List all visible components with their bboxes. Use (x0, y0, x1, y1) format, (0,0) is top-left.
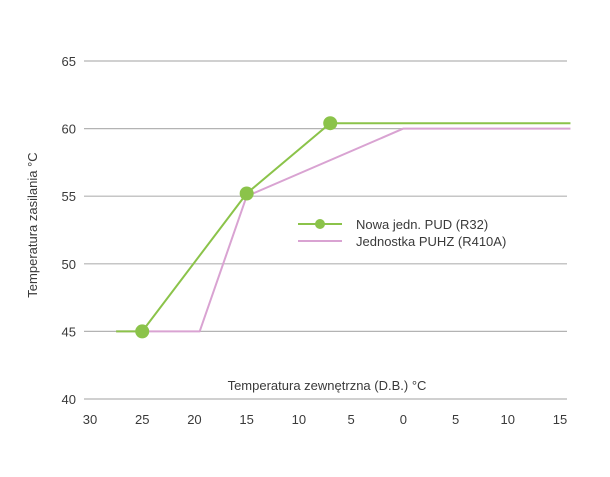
gridlines (84, 60, 567, 400)
x-tick-label: 30 (83, 412, 97, 427)
y-axis-label: Temperatura zasilania °C (25, 152, 40, 297)
x-tick-label: 10 (292, 412, 306, 427)
y-tick-label: 40 (62, 392, 76, 407)
x-tick-label: 25 (135, 412, 149, 427)
legend: Nowa jedn. PUD (R32) Jednostka PUHZ (R41… (298, 217, 506, 249)
series-group (116, 116, 571, 339)
x-tick-label: 0 (400, 412, 407, 427)
x-tick-label: 15 (239, 412, 253, 427)
y-tick-label: 55 (62, 189, 76, 204)
legend-label-r410a: Jednostka PUHZ (R410A) (356, 234, 506, 249)
x-tick-labels: 30 25 20 15 10 5 0 5 10 15 (83, 412, 567, 427)
series-line-1 (116, 127, 571, 333)
data-point (239, 186, 254, 201)
x-tick-label: 20 (187, 412, 201, 427)
y-tick-label: 60 (62, 122, 76, 137)
data-point (323, 116, 338, 131)
y-tick-label: 65 (62, 54, 76, 69)
x-tick-label: 5 (452, 412, 459, 427)
x-tick-label: 5 (347, 412, 354, 427)
y-tick-label: 50 (62, 257, 76, 272)
data-point (135, 324, 150, 339)
legend-label-r32: Nowa jedn. PUD (R32) (356, 217, 488, 232)
x-tick-label: 10 (501, 412, 515, 427)
x-axis-label: Temperatura zewnętrzna (D.B.) °C (228, 378, 427, 393)
x-tick-label: 15 (553, 412, 567, 427)
legend-marker-r32 (315, 219, 325, 229)
y-tick-label: 45 (62, 324, 76, 339)
y-tick-labels: 40 45 50 55 60 65 (62, 54, 76, 407)
